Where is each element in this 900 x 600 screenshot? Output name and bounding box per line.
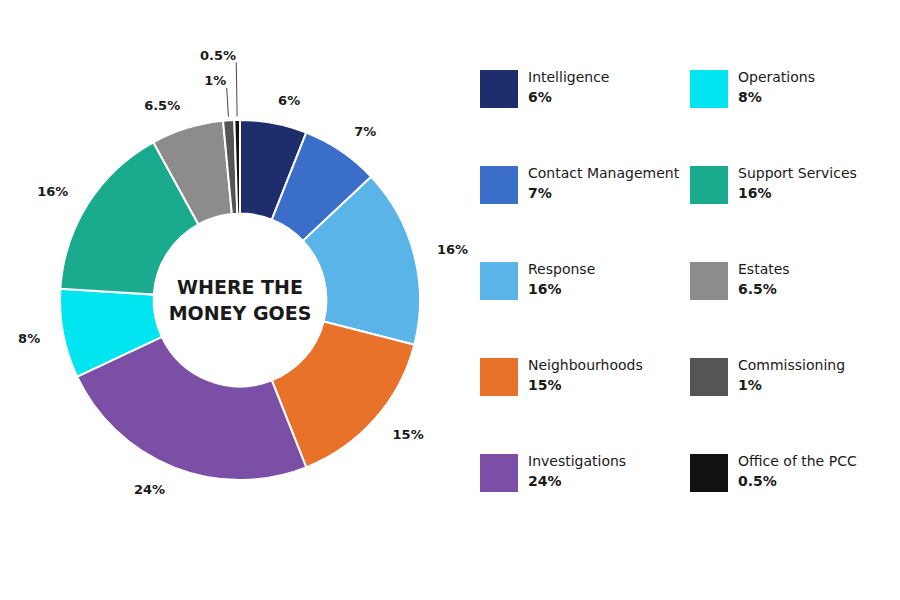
legend-swatch xyxy=(690,70,728,108)
legend-value: 15% xyxy=(528,377,562,393)
slice xyxy=(303,177,420,345)
legend-swatch xyxy=(690,454,728,492)
legend-swatch xyxy=(690,358,728,396)
legend-swatch xyxy=(690,262,728,300)
legend-value: 24% xyxy=(528,473,562,489)
data-label: 24% xyxy=(134,482,165,497)
leader-line xyxy=(236,62,238,116)
title-line: MONEY GOES xyxy=(169,302,312,324)
legend-swatch xyxy=(480,358,518,396)
data-label: 7% xyxy=(354,124,376,139)
legend-swatch xyxy=(480,166,518,204)
legend-swatch xyxy=(690,166,728,204)
slice xyxy=(234,120,240,214)
legend-value: 0.5% xyxy=(738,473,777,489)
slice xyxy=(153,121,232,224)
legend-value: 8% xyxy=(738,89,762,105)
legend-swatch xyxy=(480,454,518,492)
legend-value: 16% xyxy=(738,185,772,201)
title-line: WHERE THE xyxy=(177,276,303,298)
data-label: 6% xyxy=(278,93,300,108)
data-label: 15% xyxy=(393,427,424,442)
data-label: 6.5% xyxy=(144,98,180,113)
slice xyxy=(60,289,162,377)
background xyxy=(0,0,900,600)
legend-value: 7% xyxy=(528,185,552,201)
legend-label: Intelligence xyxy=(528,69,609,85)
legend-value: 6.5% xyxy=(738,281,777,297)
legend-label: Estates xyxy=(738,261,790,277)
data-labels: 6% 7% 16% 15% 24% 8% 16% 6.5% 1% 0.5% xyxy=(18,48,468,497)
legend-swatch xyxy=(480,70,518,108)
legend-value: 16% xyxy=(528,281,562,297)
leader-line xyxy=(227,88,229,117)
legend-label: Neighbourhoods xyxy=(528,357,643,373)
legend-label: Commissioning xyxy=(738,357,845,373)
legend-label: Support Services xyxy=(738,165,857,181)
legend-swatch xyxy=(480,262,518,300)
data-label: 8% xyxy=(18,331,40,346)
legend-label: Operations xyxy=(738,69,815,85)
legend-label: Contact Management xyxy=(528,165,680,181)
data-label: 16% xyxy=(37,184,68,199)
legend-value: 1% xyxy=(738,377,762,393)
legend: Intelligence 6% Contact Management 7% Respon… xyxy=(480,69,857,492)
title: WHERE THE MONEY GOES xyxy=(169,276,312,324)
slices xyxy=(60,120,420,480)
legend-label: Investigations xyxy=(528,453,626,469)
data-label: 16% xyxy=(437,242,468,257)
legend-label: Response xyxy=(528,261,595,277)
legend-value: 6% xyxy=(528,89,552,105)
data-label: 0.5% xyxy=(200,48,236,63)
legend-label: Office of the PCC xyxy=(738,453,857,469)
data-label: 1% xyxy=(204,73,226,88)
chart: 6% 7% 16% 15% 24% 8% 16% 6.5% 1% 0.5% WHERE THE MON… xyxy=(0,0,900,600)
